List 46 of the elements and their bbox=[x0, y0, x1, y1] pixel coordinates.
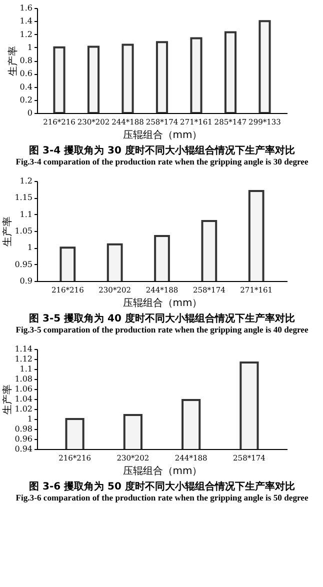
text: 图 3-4 攫取角为 30 度时不同大小辊组合情况下生产率对比 bbox=[29, 144, 295, 156]
y-tick-label: 1 bbox=[27, 42, 32, 52]
y-axis-title: 生产率 bbox=[2, 216, 14, 246]
y-tick-label: 0.94 bbox=[14, 444, 32, 454]
y-tick-label: 1.06 bbox=[14, 384, 32, 394]
y-tick-label: 1.1 bbox=[20, 364, 32, 374]
y-tick-label: 1 bbox=[27, 414, 32, 424]
bar bbox=[224, 31, 237, 113]
y-tick-label: 0.6 bbox=[20, 69, 32, 78]
bar bbox=[53, 46, 66, 113]
y-tick-label: 0.9 bbox=[20, 276, 32, 286]
y-axis-title: 生产率 bbox=[6, 46, 19, 76]
text: Fig.3-6 comparation of the production rate when the gripping angle is 50 degree bbox=[16, 492, 308, 502]
y-tick-label: 0.96 bbox=[14, 434, 32, 444]
text: Fig.3-4 comparation of the production rate when the gripping angle is 30 degree bbox=[16, 156, 308, 166]
y-tick-label: 1.2 bbox=[20, 176, 32, 186]
x-axis-title: 压辊组合（mm） bbox=[122, 465, 202, 477]
y-tick-label: 1.2 bbox=[20, 30, 32, 39]
y-tick-label: 0 bbox=[27, 108, 32, 118]
bar bbox=[87, 46, 100, 113]
y-tick-label: 0.95 bbox=[14, 260, 32, 269]
y-tick-label: 1.08 bbox=[14, 374, 32, 384]
y-tick-label: 0.8 bbox=[20, 56, 32, 65]
y-tick-label: 1 bbox=[27, 243, 32, 252]
text: 图 3-6 攫取角为 50 度时不同大小辊组合情况下生产率对比 bbox=[29, 480, 295, 492]
bar bbox=[122, 44, 134, 113]
y-tick-label: 0.4 bbox=[20, 82, 32, 92]
y-tick-label: 1.04 bbox=[14, 394, 32, 404]
text: Fig.3-5 comparation of the production rate when the gripping angle is 40 degree bbox=[16, 324, 308, 334]
y-tick-label: 1.05 bbox=[14, 226, 32, 236]
y-tick-label: 1.02 bbox=[14, 404, 32, 414]
text: 图 3-5 攫取角为 40 度时不同大小辊组合情况下生产率对比 bbox=[29, 312, 295, 324]
x-axis-title: 压辊组合（mm） bbox=[122, 297, 202, 309]
y-tick-label: 1.15 bbox=[14, 193, 32, 202]
bar bbox=[156, 41, 168, 113]
y-tick-label: 1.14 bbox=[14, 344, 32, 354]
y-tick-label: 0.2 bbox=[20, 95, 32, 104]
bar bbox=[190, 37, 202, 113]
y-axis-title: 生产率 bbox=[2, 384, 14, 414]
y-tick-label: 0.98 bbox=[14, 424, 32, 434]
y-tick-label: 1.1 bbox=[20, 210, 32, 219]
y-tick-label: 1.6 bbox=[20, 4, 32, 12]
y-tick-label: 1.12 bbox=[14, 354, 32, 364]
y-tick-label: 1.4 bbox=[20, 16, 32, 26]
x-axis-title: 压辊组合（mm） bbox=[122, 129, 202, 141]
bar bbox=[258, 20, 271, 113]
